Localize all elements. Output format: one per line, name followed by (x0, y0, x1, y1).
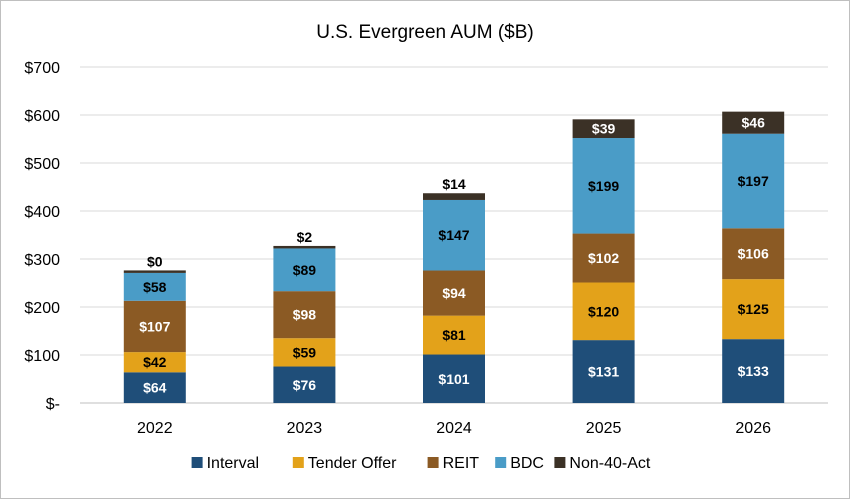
legend-swatch (427, 457, 439, 468)
data-label: $58 (143, 279, 167, 295)
data-label: $59 (293, 344, 317, 360)
x-axis: 2022 2023 2024 2025 2026 (137, 420, 771, 437)
bar-stack-2025: $131 $120 $102 $199 $39 (572, 119, 635, 403)
data-label: $120 (588, 303, 619, 319)
data-label: $94 (442, 285, 466, 301)
data-label: $98 (293, 307, 317, 323)
bar-segment (423, 199, 485, 271)
legend-item: Non-40-Act (554, 455, 651, 472)
x-tick-label: 2026 (735, 420, 771, 437)
chart-title: U.S. Evergreen AUM ($B) (316, 22, 534, 43)
bar-segment (572, 282, 635, 341)
bar-segment (123, 270, 186, 273)
data-label: $0 (147, 253, 163, 269)
bar-segment (722, 133, 785, 229)
bar-segment (572, 233, 635, 283)
legend-label: Non-40-Act (569, 455, 650, 472)
x-tick-label: 2025 (586, 420, 622, 437)
bars: $64$42$107$58$0$76$59$98$89$2$101$81$94$… (123, 111, 785, 403)
legend-item: Tender Offer (292, 455, 397, 472)
data-label: $81 (442, 327, 466, 343)
bar-segment (123, 300, 186, 353)
data-label: $131 (588, 364, 619, 380)
data-label: $102 (588, 250, 619, 266)
y-tick-label: $500 (24, 156, 60, 173)
bar-segment (572, 138, 635, 234)
bar-stack-2023: $76 $59 $98 $89 $2 (273, 229, 336, 403)
data-label: $101 (438, 371, 469, 387)
bar-segment (423, 315, 485, 355)
y-tick-label: $200 (24, 300, 60, 317)
x-tick-label: 2024 (436, 420, 472, 437)
legend-swatch (495, 457, 507, 468)
y-tick-label: $100 (24, 348, 60, 365)
bar-segment (273, 248, 336, 292)
y-tick-label: $400 (24, 204, 60, 221)
bar-segment (273, 245, 336, 249)
bar-stack-2022: $64 $42 $107 $58 $0 (123, 253, 186, 403)
data-label: $107 (139, 318, 170, 334)
legend-label: REIT (443, 455, 480, 472)
data-label: $106 (738, 246, 769, 262)
legend-item: BDC (495, 455, 544, 472)
bar-stack-2026: $133 $125 $106 $197 $46 (722, 111, 785, 403)
data-label: $46 (742, 115, 766, 131)
bar-segment (722, 279, 785, 340)
bar-segment (273, 338, 336, 367)
data-label: $64 (143, 380, 167, 396)
legend-label: Interval (207, 455, 259, 472)
data-label: $125 (738, 301, 769, 317)
data-label: $14 (442, 176, 466, 192)
data-label: $76 (293, 377, 317, 393)
bar-stack-2024: $101 $81 $94 $147 $14 (423, 176, 485, 403)
legend-swatch (191, 457, 203, 468)
legend-label: Tender Offer (308, 455, 397, 472)
data-label: $197 (738, 173, 769, 189)
y-tick-label: $700 (24, 60, 60, 77)
y-tick-label: $300 (24, 252, 60, 269)
bar-segment (123, 372, 186, 403)
data-label: $89 (293, 262, 317, 278)
y-axis: $- $100 $200 $300 $400 $500 $600 $700 (24, 60, 60, 413)
legend: Interval Tender Offer REIT BDC Non-40-Act (191, 455, 651, 472)
bar-segment (123, 352, 186, 373)
bar-segment (423, 193, 485, 200)
bar-segment (423, 354, 485, 403)
data-label: $39 (592, 121, 616, 137)
y-tick-label: $- (46, 396, 60, 413)
data-label: $133 (738, 363, 769, 379)
bar-segment (572, 119, 635, 139)
legend-swatch (554, 457, 566, 468)
bar-segment (722, 339, 785, 403)
bar-segment (722, 228, 785, 280)
bar-segment (572, 340, 635, 403)
bar-segment (273, 291, 336, 339)
x-tick-label: 2022 (137, 420, 173, 437)
bar-segment (123, 272, 186, 301)
bar-segment (423, 270, 485, 316)
data-label: $147 (438, 227, 469, 243)
bar-segment (273, 366, 336, 403)
legend-swatch (292, 457, 304, 468)
x-tick-label: 2023 (287, 420, 323, 437)
bar-segment (722, 111, 785, 134)
data-label: $199 (588, 178, 619, 194)
legend-label: BDC (510, 455, 544, 472)
y-tick-label: $600 (24, 108, 60, 125)
legend-item: REIT (427, 455, 480, 472)
legend-item: Interval (191, 455, 259, 472)
data-label: $2 (297, 229, 313, 245)
data-label: $42 (143, 354, 167, 370)
